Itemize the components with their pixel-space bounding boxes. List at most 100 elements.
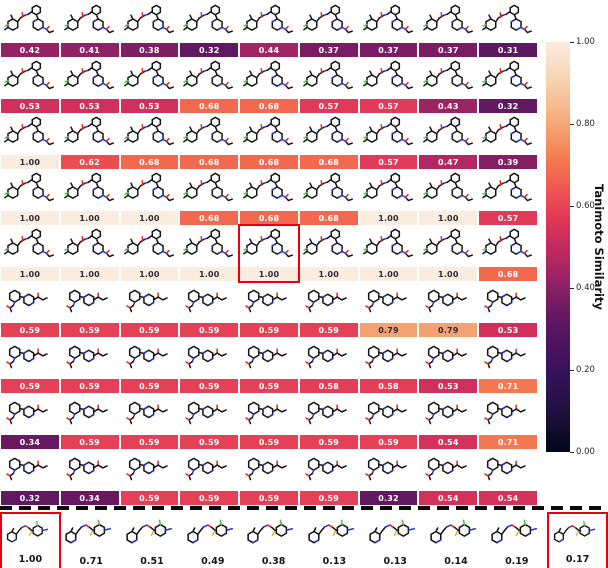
molecule-structure-icon <box>479 282 537 323</box>
molecule-structure-icon <box>121 114 179 155</box>
molecule-cell: 0.53 <box>479 282 537 337</box>
similarity-value-bar: 1.00 <box>60 267 119 281</box>
molecule-structure-icon <box>419 338 477 379</box>
molecule-structure-icon <box>300 282 358 323</box>
molecule-cell: 0.32 <box>479 58 537 113</box>
molecule-cell: 0.54 <box>479 450 537 505</box>
molecule-cell: 0.57 <box>299 58 358 113</box>
molecule-cell: 0.53 <box>419 338 478 393</box>
similarity-value-bar: 0.71 <box>479 435 537 449</box>
molecule-cell: 0.68 <box>180 170 239 225</box>
molecule-structure-icon <box>1 282 59 323</box>
molecule-cell: 0.37 <box>419 2 478 57</box>
similarity-value-bar: 0.59 <box>1 323 59 337</box>
molecule-structure-icon <box>479 114 537 155</box>
molecule-cell: 0.59 <box>240 394 298 449</box>
molecule-cell: 0.59 <box>299 282 358 337</box>
similarity-value-bar: 0.59 <box>299 435 358 449</box>
similarity-value-bar: 0.59 <box>120 379 179 393</box>
molecule-cell: 0.68 <box>180 58 239 113</box>
molecule-structure-icon <box>360 450 418 491</box>
similarity-value-bar: 1.00 <box>1 211 59 225</box>
molecule-cell: 1.00 <box>60 226 119 281</box>
molecule-cell: 0.59 <box>1 282 59 337</box>
similarity-value-bar: 0.53 <box>1 99 59 113</box>
molecule-structure-icon <box>240 338 298 379</box>
molecule-structure-icon <box>360 338 418 379</box>
molecule-structure-icon <box>479 450 537 491</box>
grid-row: 0.42 0.41 0.38 0.32 0.44 0.37 0.37 0.37 0.31 <box>1 2 537 57</box>
similarity-value-bar: 1.00 <box>359 267 418 281</box>
molecule-structure-icon <box>61 394 119 435</box>
bottom-similarity-value: 0.51 <box>140 556 164 568</box>
molecule-structure-icon <box>419 170 477 211</box>
molecule-cell: 0.59 <box>180 338 239 393</box>
similarity-value-bar: 0.53 <box>479 323 537 337</box>
molecule-structure-icon <box>240 2 298 43</box>
molecule-cell: 0.68 <box>299 170 358 225</box>
molecule-structure-icon <box>479 170 537 211</box>
bottom-similarity-value: 0.13 <box>383 556 407 568</box>
dashed-separator <box>0 506 608 510</box>
molecule-structure-icon <box>360 282 418 323</box>
molecule-structure-icon <box>419 226 477 267</box>
molecule-structure-icon <box>419 450 477 491</box>
molecule-structure-icon <box>61 282 119 323</box>
colorbar-tick-label: 0.60 <box>576 201 595 211</box>
molecule-structure-icon <box>1 114 59 155</box>
bottom-similarity-value: 0.49 <box>201 556 225 568</box>
molecule-cell: 1.00 <box>419 226 478 281</box>
highlighted-bottom-molecule-cell: 1.00 <box>0 512 61 568</box>
similarity-value-bar: 0.44 <box>240 43 298 57</box>
molecule-cell: 0.32 <box>1 450 59 505</box>
molecule-cell: 0.71 <box>479 394 537 449</box>
molecule-structure-icon <box>300 450 358 491</box>
similarity-value-bar: 0.68 <box>299 211 358 225</box>
similarity-value-bar: 0.59 <box>359 435 418 449</box>
molecule-structure-icon <box>180 394 238 435</box>
similarity-value-bar: 1.00 <box>120 211 179 225</box>
molecule-structure-icon <box>486 512 547 554</box>
molecule-cell: 1.00 <box>299 226 358 281</box>
molecule-structure-icon <box>360 170 418 211</box>
molecule-structure-icon <box>61 2 119 43</box>
molecule-cell: 0.34 <box>1 394 59 449</box>
molecule-structure-icon <box>240 170 298 211</box>
molecule-structure-icon <box>122 512 183 554</box>
similarity-value-bar: 0.34 <box>60 491 119 505</box>
bottom-similarity-value: 0.19 <box>505 556 529 568</box>
molecule-structure-icon <box>121 394 179 435</box>
molecule-cell: 0.79 <box>419 282 478 337</box>
similarity-value-bar: 0.54 <box>419 491 478 505</box>
molecule-structure-icon <box>180 226 238 267</box>
molecule-cell: 0.44 <box>240 2 298 57</box>
similarity-value-bar: 0.62 <box>60 155 119 169</box>
molecule-structure-icon <box>1 170 59 211</box>
bottom-similarity-value: 0.38 <box>261 556 286 568</box>
colorbar-tick-mark <box>570 370 574 371</box>
molecule-structure-icon <box>61 450 119 491</box>
similarity-value-bar: 0.42 <box>1 43 59 57</box>
molecule-cell: 0.58 <box>359 338 418 393</box>
molecule-structure-icon <box>121 282 179 323</box>
molecule-structure-icon <box>240 226 298 267</box>
molecule-structure-icon <box>180 282 238 323</box>
molecule-cell: 1.00 <box>419 170 478 225</box>
molecule-cell: 0.59 <box>240 282 298 337</box>
molecule-cell: 0.68 <box>120 114 179 169</box>
molecule-structure-icon <box>1 2 59 43</box>
similarity-value-bar: 0.59 <box>180 435 239 449</box>
similarity-value-bar: 1.00 <box>419 267 478 281</box>
molecule-structure-icon <box>426 512 487 554</box>
molecule-structure-icon <box>419 2 477 43</box>
similarity-value-bar: 1.00 <box>1 155 59 169</box>
molecule-cell: 0.38 <box>120 2 179 57</box>
molecule-structure-icon <box>2 514 59 552</box>
molecule-cell: 0.68 <box>299 114 358 169</box>
similarity-value-bar: 1.00 <box>60 211 119 225</box>
bottom-similarity-value: 0.71 <box>79 556 103 568</box>
molecule-cell: 0.59 <box>1 338 59 393</box>
molecule-structure-icon <box>61 58 119 99</box>
grid-row: 0.59 0.59 0.59 0.59 0.59 0.58 0.58 0.53 0.71 <box>1 338 537 393</box>
molecule-structure-icon <box>479 226 537 267</box>
